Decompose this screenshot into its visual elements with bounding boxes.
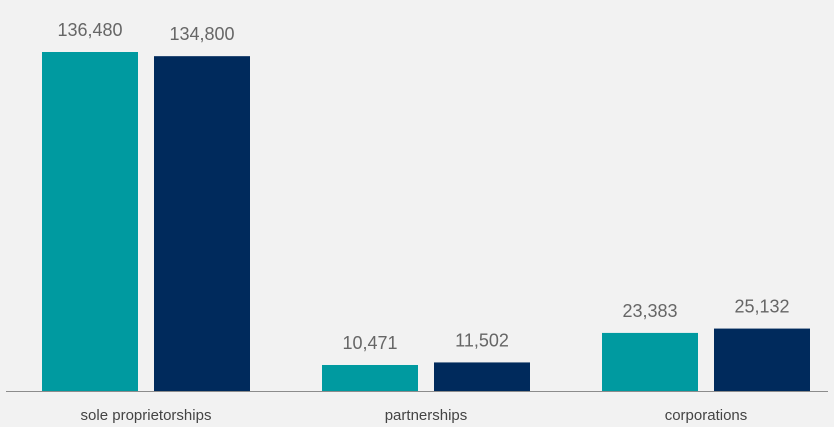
bar-0-series-1 [154, 56, 250, 392]
category-labels-layer: sole proprietorships partnerships corporat… [81, 407, 748, 424]
value-label-0-series-0: 136,480 [57, 20, 122, 40]
value-label-2-series-0: 23,383 [622, 301, 677, 321]
value-label-0-series-1: 134,800 [169, 24, 234, 44]
bar-1-series-1 [434, 362, 530, 391]
bar-2-series-0 [602, 332, 698, 391]
category-label-2: corporations [665, 407, 748, 424]
category-label-1: partnerships [385, 407, 468, 424]
bar-0-series-0 [42, 52, 138, 391]
bar-2-series-1 [714, 328, 810, 391]
category-label-0: sole proprietorships [81, 407, 212, 424]
value-label-2-series-1: 25,132 [734, 297, 789, 317]
bar-1-series-0 [322, 364, 418, 391]
bars-layer [42, 52, 810, 392]
value-labels-layer: 136,480 10,471 23,383 134,800 11,502 25,132 [57, 20, 789, 353]
value-label-1-series-1: 11,502 [455, 330, 509, 350]
value-label-1-series-0: 10,471 [342, 333, 397, 353]
